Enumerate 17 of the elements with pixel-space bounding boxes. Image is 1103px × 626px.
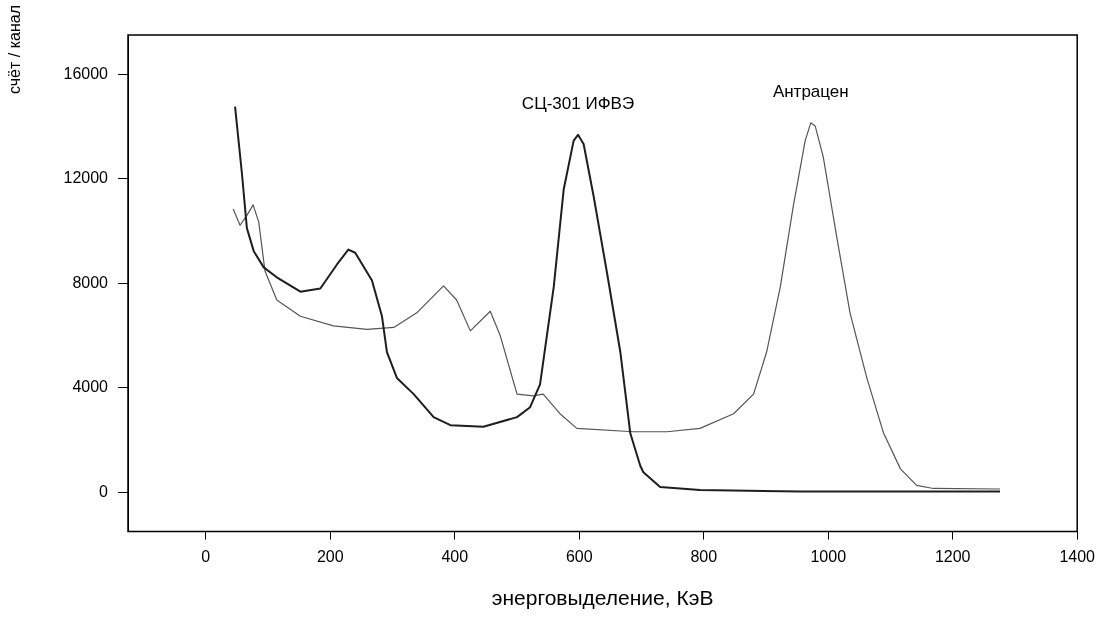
series-label: СЦ-301 ИФВЭ bbox=[521, 94, 635, 114]
series-label: Антрацен bbox=[772, 82, 849, 102]
x-tick-label: 800 bbox=[690, 547, 718, 565]
x-tick-label: 1400 bbox=[1059, 547, 1096, 565]
y-axis-title: счёт / канал bbox=[6, 5, 24, 95]
y-tick-label: 4000 bbox=[72, 378, 109, 396]
y-tick-label: 12000 bbox=[63, 169, 109, 187]
x-tick-label: 1200 bbox=[934, 547, 971, 565]
x-tick-label: 0 bbox=[201, 547, 211, 565]
x-tick-label: 600 bbox=[565, 547, 593, 565]
y-tick-label: 8000 bbox=[72, 273, 109, 291]
x-axis-title: энерговыделение, КэВ bbox=[491, 586, 714, 610]
x-tick-label: 400 bbox=[441, 547, 469, 565]
x-tick-label: 1000 bbox=[810, 547, 847, 565]
y-tick-label: 16000 bbox=[63, 64, 109, 82]
x-tick-label: 200 bbox=[316, 547, 344, 565]
y-tick-label: 0 bbox=[99, 482, 109, 500]
